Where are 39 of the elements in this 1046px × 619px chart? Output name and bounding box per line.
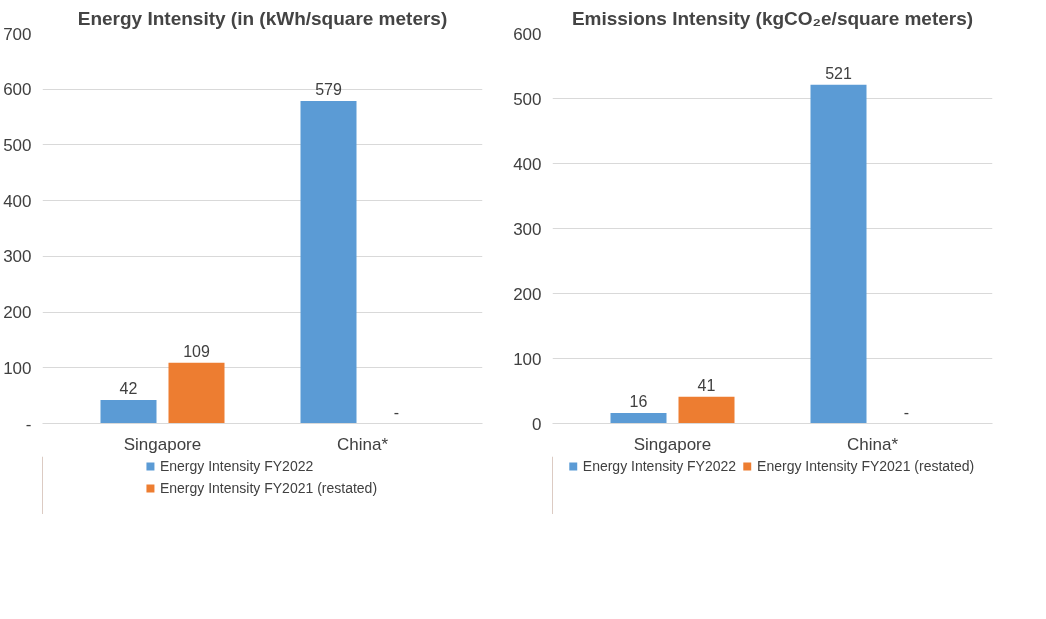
data-label: 521 <box>825 64 852 82</box>
data-label: 42 <box>119 380 138 398</box>
bar <box>300 100 357 424</box>
y-tick-label: 200 <box>513 284 542 304</box>
y-tick-label: 400 <box>3 191 32 211</box>
y-tick-label: 200 <box>3 303 32 323</box>
y-tick-label: 300 <box>3 247 32 267</box>
data-label: 579 <box>315 80 342 98</box>
x-tick-label: Singapore <box>123 434 202 454</box>
data-label: 16 <box>629 393 648 411</box>
x-tick-label: Singapore <box>633 434 712 454</box>
bar <box>810 84 867 424</box>
bar <box>610 413 667 424</box>
y-tick-label: 300 <box>513 219 542 239</box>
y-tick-label: 100 <box>513 349 542 369</box>
x-tick-label: China* <box>336 434 389 454</box>
chart-title: Emissions Intensity (kgCO₂e/square meters) <box>571 7 974 29</box>
y-tick-label: - <box>25 414 32 434</box>
bar <box>100 400 157 424</box>
x-tick-label: China* <box>846 434 899 454</box>
text: - <box>903 403 910 421</box>
text: - <box>393 403 400 421</box>
y-tick-label: 400 <box>513 154 542 174</box>
legend-label: Energy Intensity FY2022 <box>159 458 314 474</box>
y-tick-label: 600 <box>3 80 32 100</box>
bar <box>678 396 735 424</box>
data-label: 41 <box>697 376 716 394</box>
legend-label: Energy Intensity FY2022 <box>582 458 737 474</box>
data-label: 109 <box>183 342 210 360</box>
chart-title: Energy Intensity (in (kWh/square meters) <box>77 7 448 29</box>
legend-label: Energy Intensity FY2021 (restated) <box>757 458 975 474</box>
y-tick-label: 0 <box>532 414 542 434</box>
y-tick-label: 500 <box>3 135 32 155</box>
legend-label: Energy Intensity FY2021 (restated) <box>159 480 378 496</box>
bar <box>168 362 225 424</box>
y-tick-label: 700 <box>3 24 32 44</box>
y-tick-label: 600 <box>513 24 542 44</box>
y-tick-label: 500 <box>513 89 542 109</box>
y-tick-label: 100 <box>3 358 32 378</box>
